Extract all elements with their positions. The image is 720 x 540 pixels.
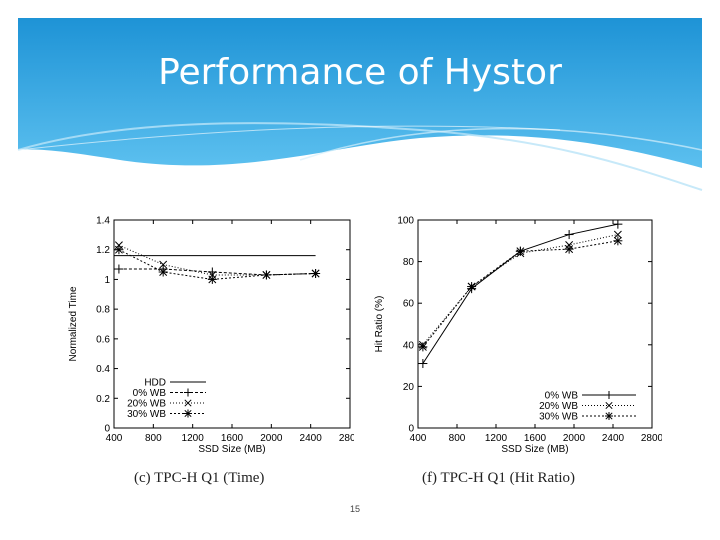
chart1-ytick-label-2: 40 — [403, 340, 415, 351]
chart0-xtick-label-2: 1200 — [182, 433, 205, 444]
chart1-series-2-point-2-d2 — [516, 247, 525, 256]
chart1-ytick-label-3: 60 — [403, 299, 415, 310]
chart1-xtick-label-5: 2400 — [602, 433, 625, 444]
chart0-legend-marker-2-d2 — [184, 399, 192, 407]
chart1-ytick-label-0: 0 — [408, 424, 414, 435]
chart0-series-3-point-4-d2 — [311, 269, 320, 278]
chart1-legend-marker-2 — [605, 412, 613, 420]
chart0-ytick-label-1: 0.2 — [96, 394, 110, 405]
chart0-xtick-label-0: 400 — [106, 433, 123, 444]
chart1-series-2-point-0 — [418, 342, 428, 352]
chart1-series-2-point-4 — [613, 236, 623, 246]
chart0-xtick-label-4: 2000 — [260, 433, 283, 444]
chart0-series-3-line — [118, 249, 316, 280]
chart0-series-3-point-3 — [261, 270, 271, 280]
chart0-xtick-label-3: 1600 — [221, 433, 244, 444]
chart1-xtick-label-3: 1600 — [524, 433, 547, 444]
chart1-series-0-point-3 — [564, 230, 574, 240]
chart0-frame — [113, 219, 351, 429]
chart1-legend-marker-0 — [605, 391, 613, 399]
chart0-series-1-point-0 — [114, 264, 124, 274]
chart1-series-2-point-4-d2 — [613, 236, 622, 245]
chart0-ytick-label-2: 0.4 — [96, 364, 110, 375]
chart0-ylabel: Normalized Time — [68, 286, 79, 361]
chart0-series-3-point-1 — [158, 267, 168, 277]
chart1-series-2-point-3 — [564, 244, 574, 254]
chart0-legend-marker-3-d2 — [184, 409, 192, 418]
chart1-xtick-label-0: 400 — [410, 433, 427, 444]
chart0-ytick-label-3: 0.6 — [96, 334, 110, 345]
chart1-ytick-label-5: 100 — [397, 216, 414, 227]
chart1-frame — [417, 219, 653, 429]
chart1-legend-label-1: 20% WB — [539, 401, 578, 412]
chart0-ytick-label-6: 1.2 — [96, 245, 110, 256]
chart0-series-3-point-1-d2 — [159, 268, 168, 276]
chart1-series-2-point-1-d2 — [467, 282, 476, 291]
chart1-series-0-point-4 — [613, 219, 623, 229]
chart1-series-2-point-0-d2 — [418, 342, 427, 351]
hit-ratio-chart-caption: (f) TPC-H Q1 (Hit Ratio) — [422, 470, 576, 486]
chart0-series-3-point-2 — [207, 274, 217, 284]
chart0-ytick-label-0: 0 — [104, 424, 110, 435]
chart1-xtick-label-2: 1200 — [485, 433, 508, 444]
chart0-ytick-label-7: 1.4 — [96, 216, 110, 227]
chart0-legend-label-2: 20% WB — [127, 399, 166, 410]
chart1-ytick-label-1: 20 — [403, 382, 415, 393]
chart1-series-2-point-2 — [515, 246, 525, 256]
hit-ratio-chart: 0 20 40 60 80 100 400 800 1200 1600 2000 2400 2800 SS… — [370, 208, 662, 498]
page-number: 15 — [350, 504, 361, 514]
chart1-series-1-line — [422, 234, 618, 346]
chart0-xtick-label-5: 2400 — [300, 433, 323, 444]
chart1-legend-marker-1-d2 — [605, 401, 613, 410]
chart0-legend-label-1: 0% WB — [133, 388, 167, 399]
chart0-series-2-point-1 — [159, 260, 168, 269]
title-banner — [17, 18, 703, 191]
chart1-xtick-label-1: 800 — [449, 433, 466, 444]
chart0-series-3-point-0-d2 — [114, 245, 123, 254]
chart1-xtick-label-6: 2800 — [641, 433, 662, 444]
hit-ratio-chart-plot: 0 20 40 60 80 100 400 800 1200 1600 2000 2400 2800 SS… — [374, 216, 662, 456]
chart1-xlabel: SSD Size (MB) — [501, 444, 568, 455]
slide-title: Performance of Hystor — [158, 52, 562, 93]
chart0-xtick-label-6: 2800 — [339, 433, 354, 444]
time-chart: 0 0.2 0.4 0.6 0.8 1 1.2 1.4 400 800 1200 1600 2000 24… — [62, 208, 354, 498]
chart1-series-2-point-3-d2 — [565, 245, 574, 254]
chart1-series-0-point-0 — [418, 359, 428, 369]
chart1-series-2-point-1 — [467, 282, 477, 292]
chart0-series-3-point-4 — [311, 268, 321, 278]
chart0-series-2-point-1-d2 — [159, 260, 168, 269]
chart0-series-3-point-3-d2 — [262, 271, 271, 279]
chart0-ytick-label-4: 0.8 — [96, 305, 110, 316]
chart0-legend-marker-1 — [184, 388, 192, 397]
chart1-legend-label-2: 30% WB — [539, 412, 578, 423]
chart1-xtick-label-4: 2000 — [563, 433, 586, 444]
chart1-legend-marker-2-d2 — [605, 412, 613, 420]
chart1-legend-label-0: 0% WB — [545, 391, 579, 402]
chart0-legend-marker-3 — [184, 409, 192, 418]
time-chart-caption: (c) TPC-H Q1 (Time) — [134, 470, 265, 486]
chart1-series-1-point-4-d2 — [613, 230, 622, 239]
chart0-legend-label-3: 30% WB — [127, 409, 166, 420]
chart0-series-3-point-0 — [114, 245, 124, 255]
chart1-series-1-point-4 — [613, 230, 622, 239]
chart0-legend-label-0: HDD — [144, 378, 166, 389]
chart1-ylabel: Hit Ratio (%) — [374, 296, 385, 353]
chart0-legend-marker-2 — [184, 399, 192, 407]
time-chart-plot: 0 0.2 0.4 0.6 0.8 1 1.2 1.4 400 800 1200 1600 2000 24… — [68, 216, 354, 456]
chart0-xtick-label-1: 800 — [145, 433, 162, 444]
chart0-ytick-label-5: 1 — [104, 275, 110, 286]
chart0-series-3-point-2-d2 — [208, 275, 217, 284]
chart1-legend-marker-1 — [605, 401, 613, 410]
chart1-ytick-label-4: 80 — [403, 257, 415, 268]
chart0-xlabel: SSD Size (MB) — [198, 444, 265, 455]
